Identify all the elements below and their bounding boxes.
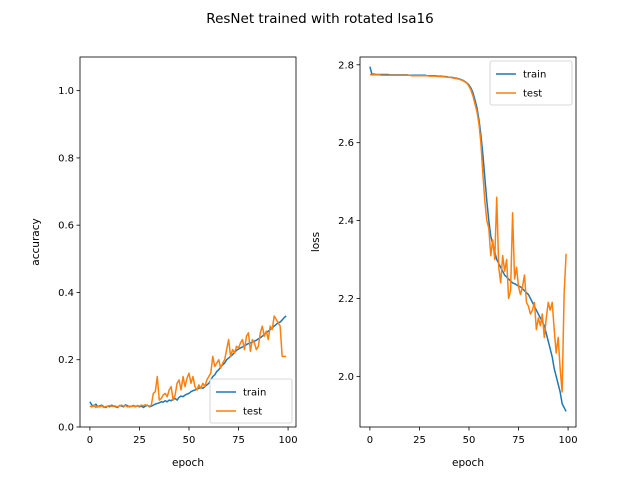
x-tick-label: 75 — [232, 435, 245, 446]
y-axis-label: accuracy — [30, 218, 42, 265]
x-axis-label: epoch — [452, 457, 484, 469]
legend-label-train: train — [243, 388, 266, 399]
figure-title: ResNet trained with rotated lsa16 — [206, 11, 433, 27]
y-tick-label: 1.0 — [58, 86, 74, 97]
series-line-train — [369, 66, 567, 412]
y-tick-label: 0.4 — [58, 288, 74, 299]
y-tick-label: 0.0 — [58, 423, 74, 434]
y-tick-label: 2.0 — [338, 372, 354, 383]
legend-label-test: test — [243, 407, 262, 418]
y-tick-label: 0.8 — [58, 153, 74, 164]
legend-label-test: test — [523, 89, 542, 100]
y-tick-label: 2.8 — [338, 60, 354, 71]
x-tick-label: 50 — [463, 435, 476, 446]
x-tick-label: 100 — [279, 435, 298, 446]
y-tick-label: 2.6 — [338, 138, 354, 149]
x-tick-label: 75 — [512, 435, 525, 446]
legend-box — [209, 378, 293, 424]
legend-label-train: train — [523, 70, 546, 81]
x-tick-label: 50 — [183, 435, 196, 446]
series-line-test — [369, 73, 567, 393]
axes-frame — [79, 56, 297, 428]
y-axis-label: loss — [310, 232, 322, 252]
x-tick-label: 0 — [87, 435, 93, 446]
y-tick-label: 0.2 — [58, 355, 74, 366]
y-tick-label: 0.6 — [58, 221, 74, 232]
accuracy-chart: 0 25 50 75 100 0.0 0.2 0.4 0.6 0.8 1.0 epoch accurac… — [30, 56, 298, 469]
x-axis-label: epoch — [172, 457, 204, 469]
x-tick-label: 25 — [413, 435, 426, 446]
legend: train test — [489, 60, 573, 106]
axes-frame — [359, 56, 577, 428]
x-tick-label: 100 — [559, 435, 578, 446]
series-line-test — [89, 315, 287, 409]
y-tick-label: 2.2 — [338, 294, 354, 305]
legend: train test — [209, 378, 293, 424]
y-tick-label: 2.4 — [338, 216, 354, 227]
legend-box — [489, 60, 573, 106]
x-tick-label: 0 — [367, 435, 373, 446]
loss-chart: 0 25 50 75 1002.02.22.42.62.8epochlosstraint… — [310, 56, 578, 469]
x-tick-label: 25 — [133, 435, 146, 446]
